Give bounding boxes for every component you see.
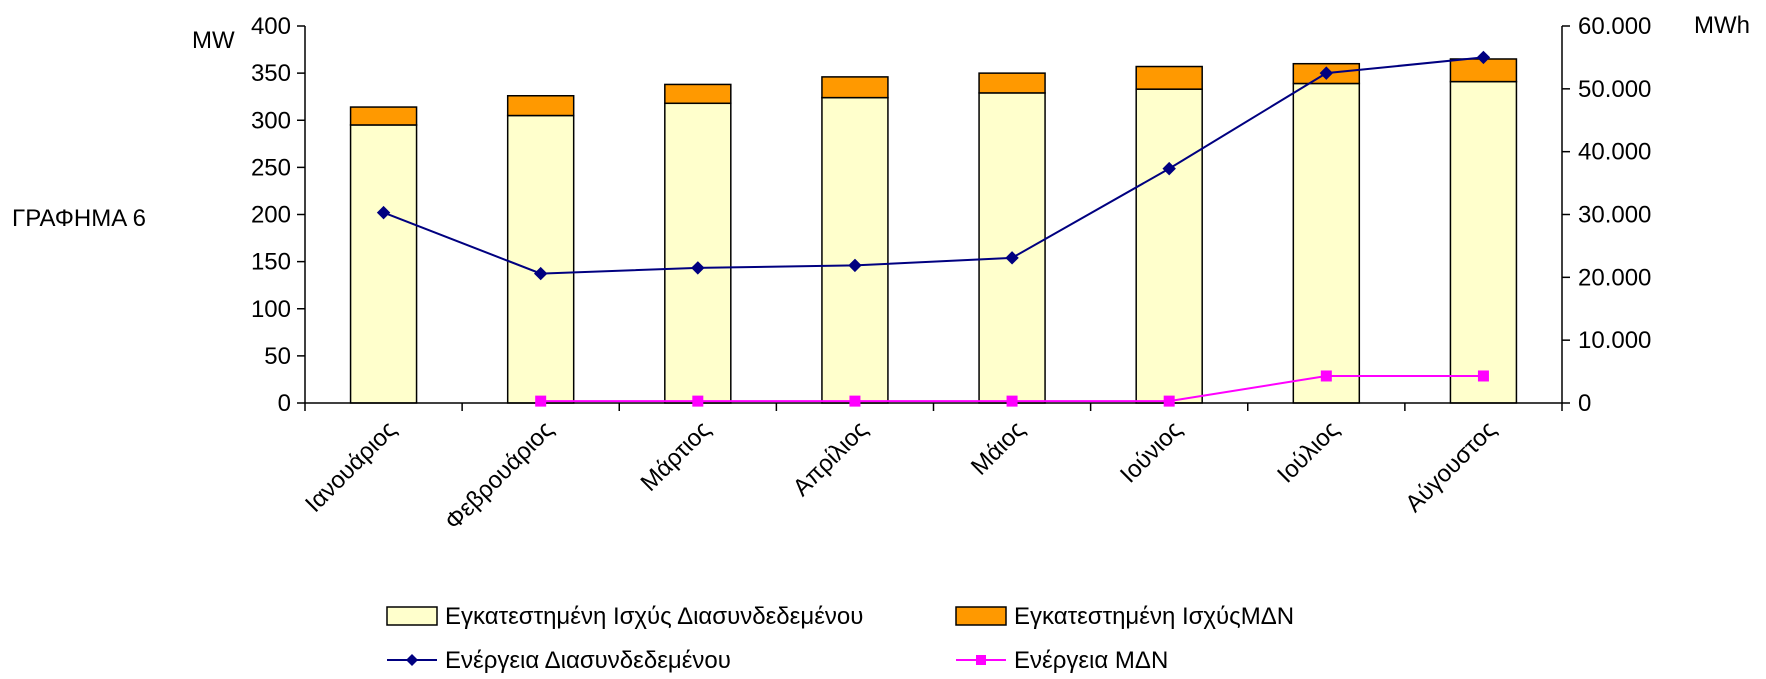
line-point-0-5 <box>1162 161 1176 176</box>
bar-0-2 <box>664 102 732 404</box>
chart-side-label: ΓΡΑΦΗΜΑ 6 <box>12 205 146 232</box>
right-tick-label: 40.000 <box>1578 139 1651 166</box>
right-tick-label: 20.000 <box>1578 264 1651 291</box>
legend-marker <box>406 654 418 666</box>
x-category-label: Μάιος <box>966 416 1030 480</box>
left-tick-label: 100 <box>251 296 291 323</box>
line-point-1-4 <box>1006 395 1018 407</box>
right-axis-unit: MWh <box>1694 12 1750 39</box>
right-tick-label: 60.000 <box>1578 13 1651 40</box>
line-point-1-6 <box>1320 370 1332 382</box>
bar-0-6 <box>1292 82 1361 404</box>
line-point-0-2 <box>691 261 705 275</box>
left-tick-label: 300 <box>251 107 291 134</box>
line-series-0 <box>383 56 1484 275</box>
x-category-label: Απρίλιος <box>788 416 873 501</box>
legend: Εγκατεστημένη Ισχύς Διασυνδεδεμένου Εγκατ… <box>386 603 1294 674</box>
bar-1-1 <box>506 94 575 117</box>
x-category-label: Ιούλιος <box>1272 416 1344 488</box>
right-tick-label: 0 <box>1578 390 1591 417</box>
right-tick-label: 10.000 <box>1578 327 1651 354</box>
left-tick-label: 50 <box>264 343 291 370</box>
bars-group <box>349 58 1518 404</box>
x-axis-labels: Ιανουάριος Φεβρουάριος Μάρτιος Απρίλιος Μάιο… <box>300 416 1502 535</box>
legend-swatch <box>955 606 1007 626</box>
bar-1-2 <box>664 83 732 105</box>
bar-0-0 <box>349 124 418 404</box>
line-point-1-3 <box>849 395 861 407</box>
line-point-1-2 <box>692 395 704 407</box>
bar-0-5 <box>1135 88 1203 404</box>
line-point-0-4 <box>1005 251 1019 265</box>
right-tick-label: 30.000 <box>1578 202 1651 229</box>
x-category-label: Ιούνιος <box>1115 416 1187 488</box>
x-category-label: Ιανουάριος <box>300 416 402 518</box>
legend-label: Εγκατεστημένη ΙσχύςΜΔΝ <box>1014 603 1294 630</box>
line-point-1-5 <box>1163 395 1175 407</box>
bar-1-5 <box>1135 65 1203 90</box>
line-point-0-7 <box>1476 50 1491 65</box>
bar-0-1 <box>506 114 575 404</box>
legend-marker <box>976 655 986 665</box>
line-point-1-1 <box>535 395 547 407</box>
left-tick-label: 350 <box>251 60 291 87</box>
line-point-0-3 <box>848 258 862 273</box>
bar-0-3 <box>821 96 889 404</box>
bar-0-4 <box>978 92 1046 404</box>
left-tick-label: 250 <box>251 154 291 181</box>
bar-1-3 <box>821 76 889 99</box>
line-point-1-7 <box>1477 370 1489 382</box>
bar-0-7 <box>1449 80 1518 404</box>
line-point-0-6 <box>1319 66 1334 80</box>
axes-group: 0 50 100 150 200 250 300 350 400 0 10.000 20.000 30.… <box>251 13 1651 417</box>
legend-label: Ενέργεια ΜΔΝ <box>1014 647 1168 674</box>
left-tick-label: 200 <box>251 202 291 229</box>
right-tick-label: 50.000 <box>1578 76 1651 103</box>
bar-1-0 <box>349 106 418 126</box>
x-category-label: Φεβρουάριος <box>440 416 559 535</box>
legend-label: Εγκατεστημένη Ισχύς Διασυνδεδεμένου <box>445 603 863 630</box>
x-category-label: Αύγουστος <box>1400 416 1501 517</box>
line-point-0-1 <box>533 266 548 281</box>
bar-1-4 <box>978 72 1046 94</box>
line-point-0-0 <box>376 205 391 220</box>
x-category-label: Μάρτιος <box>636 416 717 497</box>
left-tick-label: 400 <box>251 13 291 40</box>
legend-label: Ενέργεια Διασυνδεδεμένου <box>445 647 731 674</box>
legend-swatch <box>386 606 438 626</box>
left-tick-label: 0 <box>278 390 291 417</box>
lines-group <box>376 50 1491 407</box>
left-axis-unit: MW <box>192 27 235 54</box>
left-tick-label: 150 <box>251 249 291 276</box>
